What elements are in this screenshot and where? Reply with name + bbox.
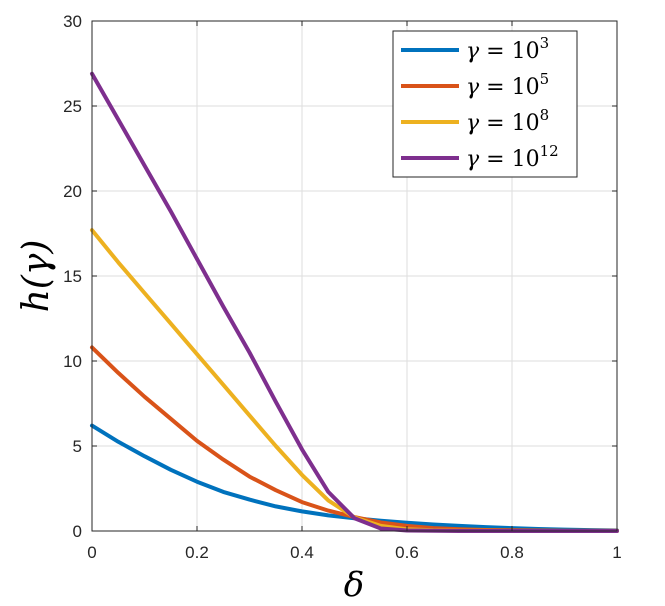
- y-axis-title: h(γ): [16, 240, 57, 313]
- legend: γ = 103 γ = 105 γ = 108 γ = 1012: [392, 30, 578, 178]
- x-axis-title: δ: [344, 565, 364, 605]
- legend-label-3: γ = 108: [466, 106, 549, 136]
- y-tick-label: 30: [63, 12, 82, 31]
- x-tick-label: 0.8: [500, 543, 524, 562]
- y-tick-label: 10: [63, 352, 82, 371]
- x-tick-label: 1: [612, 543, 621, 562]
- grid: [91, 20, 618, 532]
- ticks: [91, 20, 618, 532]
- x-tick-label: 0.6: [395, 543, 419, 562]
- y-tick-label: 25: [63, 97, 82, 116]
- legend-label-1: γ = 103: [466, 34, 549, 64]
- legend-box: [392, 30, 578, 178]
- y-tick-label: 5: [73, 437, 82, 456]
- x-tick-label: 0: [87, 543, 96, 562]
- y-tick-label: 0: [73, 522, 82, 541]
- x-tick-label: 0.4: [290, 543, 314, 562]
- legend-label-4: γ = 1012: [466, 142, 559, 172]
- y-tick-label: 15: [63, 267, 82, 286]
- legend-label-2: γ = 105: [466, 70, 549, 100]
- y-tick-label: 20: [63, 182, 82, 201]
- x-tick-label: 0.2: [185, 543, 209, 562]
